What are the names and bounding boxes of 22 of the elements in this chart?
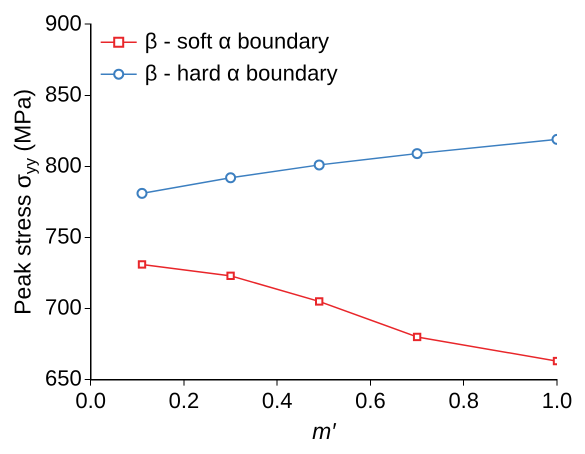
legend-label: β - soft α boundary: [144, 28, 330, 54]
y-tick-label: 700: [44, 294, 82, 320]
x-tick-label: 0.4: [262, 388, 293, 413]
y-axis-title: Peak stress σyy (MPa): [9, 88, 40, 315]
x-tick-label: 0.2: [168, 388, 200, 413]
point: [314, 159, 325, 170]
legend-label: β - hard α boundary: [144, 60, 338, 86]
point: [225, 172, 236, 184]
point: [136, 188, 148, 199]
y-tick-label: 750: [44, 224, 82, 249]
point: [138, 260, 146, 269]
x-axis-title: m′: [312, 418, 336, 444]
y-tick-label: 800: [44, 152, 82, 178]
point: [226, 272, 235, 280]
y-tick-label: 850: [44, 81, 82, 106]
point: [412, 332, 422, 342]
x-tick-label: 1.0: [542, 388, 572, 413]
x-tick-label: 0.6: [355, 388, 386, 413]
point: [412, 148, 423, 160]
y-tick-label: 900: [44, 10, 82, 36]
point: [315, 297, 324, 306]
x-tick-label: 0.8: [448, 388, 480, 413]
